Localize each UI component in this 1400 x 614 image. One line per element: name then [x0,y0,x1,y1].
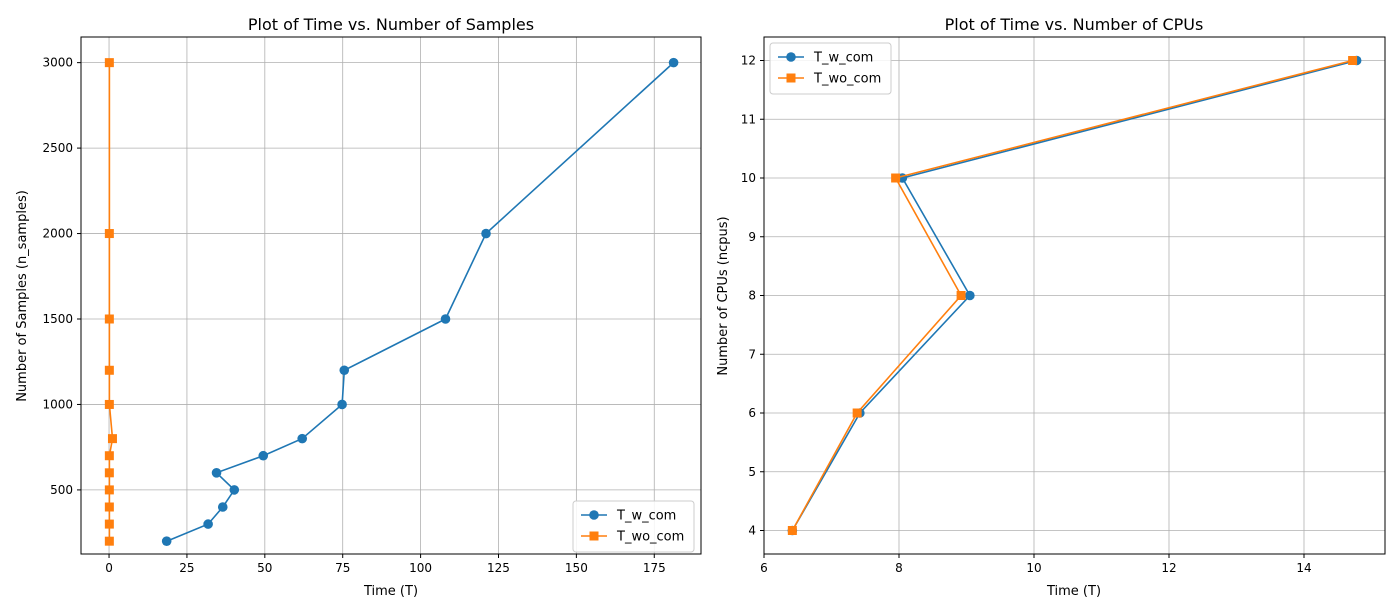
chart-panel-cpus: Plot of Time vs. Number of CPUs 6 8 10 12 14… [716,15,1386,599]
legend-label: T_wo_com [616,530,684,545]
x-tick-label: 25 [179,561,194,575]
data-point-T_w_com [481,228,491,239]
y-tick-label: 11 [741,112,756,126]
legend: T_w_com T_wo_com [572,500,695,553]
legend-box [572,500,695,553]
data-point-T_wo_com [104,468,114,478]
x-tick-label: 75 [335,561,350,575]
data-point-T_w_com [297,433,308,444]
x-tick-label: 50 [257,561,272,575]
chart-panel-samples: Plot of Time vs. Number of Samples 0 25 50… [15,15,702,599]
data-point-T_wo_com [104,365,114,375]
y-tick-label: 1500 [42,312,73,326]
y-tick-label: 4 [748,524,756,538]
y-tick-label: 9 [748,230,756,244]
y-tick-label: 8 [748,289,756,303]
tick-layer: 6 8 10 12 14 4 5 6 7 8 9 10 11 12 [741,54,1312,576]
x-tick-label: 100 [409,561,432,575]
legend: T_w_com T_wo_com [769,42,892,95]
y-axis-label: Number of Samples (n_samples) [15,190,30,402]
y-axis-label: Number of CPUs (ncpus) [716,216,731,375]
data-point-T_wo_com [104,399,114,409]
data-point-T_w_com [217,502,228,512]
legend-label: T_w_com [616,509,676,524]
data-point-T_w_com [203,519,213,529]
y-tick-label: 6 [748,406,756,420]
y-tick-label: 3000 [42,56,73,70]
x-tick-label: 0 [105,561,113,575]
legend-marker [589,531,599,541]
series-layer [787,55,1362,536]
y-tick-label: 10 [741,171,756,185]
legend-label: T_w_com [813,51,873,66]
x-tick-label: 12 [1161,561,1176,575]
y-tick-label: 7 [748,347,756,361]
x-tick-label: 10 [1026,561,1041,575]
y-tick-label: 500 [50,483,73,497]
data-point-T_wo_com [104,314,114,324]
data-point-T_wo_com [104,485,114,495]
data-point-T_w_com [229,485,240,495]
data-point-T_wo_com [104,519,114,529]
x-tick-label: 14 [1296,561,1311,575]
y-tick-label: 1000 [42,397,73,411]
data-point-T_w_com [965,290,975,301]
x-axis-label: Time (T) [363,584,418,599]
plot-frame [80,36,702,555]
series-layer [104,57,679,546]
legend-box [769,42,892,95]
data-point-T_wo_com [104,502,114,512]
data-point-T_w_com [258,450,269,461]
x-tick-label: 175 [643,561,666,575]
data-point-T_wo_com [107,434,117,444]
data-point-T_w_com [339,365,350,376]
legend-marker [786,52,796,62]
x-tick-label: 6 [760,561,768,575]
legend-label: T_wo_com [813,72,881,87]
data-point-T_wo_com [104,229,114,239]
data-point-T_wo_com [787,526,797,535]
y-tick-label: 2500 [42,141,73,155]
data-point-T_w_com [668,57,679,68]
x-tick-label: 150 [565,561,588,575]
x-axis-label: Time (T) [1046,584,1101,599]
y-tick-label: 12 [741,54,756,68]
data-point-T_wo_com [104,451,114,461]
legend-marker [589,510,599,520]
data-point-T_wo_com [1348,56,1358,65]
data-point-T_wo_com [104,536,114,546]
x-tick-label: 125 [487,561,510,575]
data-point-T_wo_com [852,408,862,418]
y-tick-label: 2000 [42,227,73,241]
data-point-T_wo_com [956,291,966,300]
x-tick-label: 8 [895,561,903,575]
legend-marker [786,73,796,83]
data-point-T_w_com [440,314,451,324]
chart-title: Plot of Time vs. Number of Samples [248,15,534,34]
chart-title: Plot of Time vs. Number of CPUs [945,15,1204,34]
data-point-T_w_com [337,399,347,410]
data-point-T_wo_com [891,173,901,183]
data-point-T_w_com [161,536,172,546]
data-point-T_wo_com [104,58,114,68]
y-tick-label: 5 [748,465,756,479]
tick-layer: 0 25 50 75 100 125 150 175 500 1000 1500 2000 2500 30… [42,56,665,575]
data-point-T_w_com [211,468,222,478]
